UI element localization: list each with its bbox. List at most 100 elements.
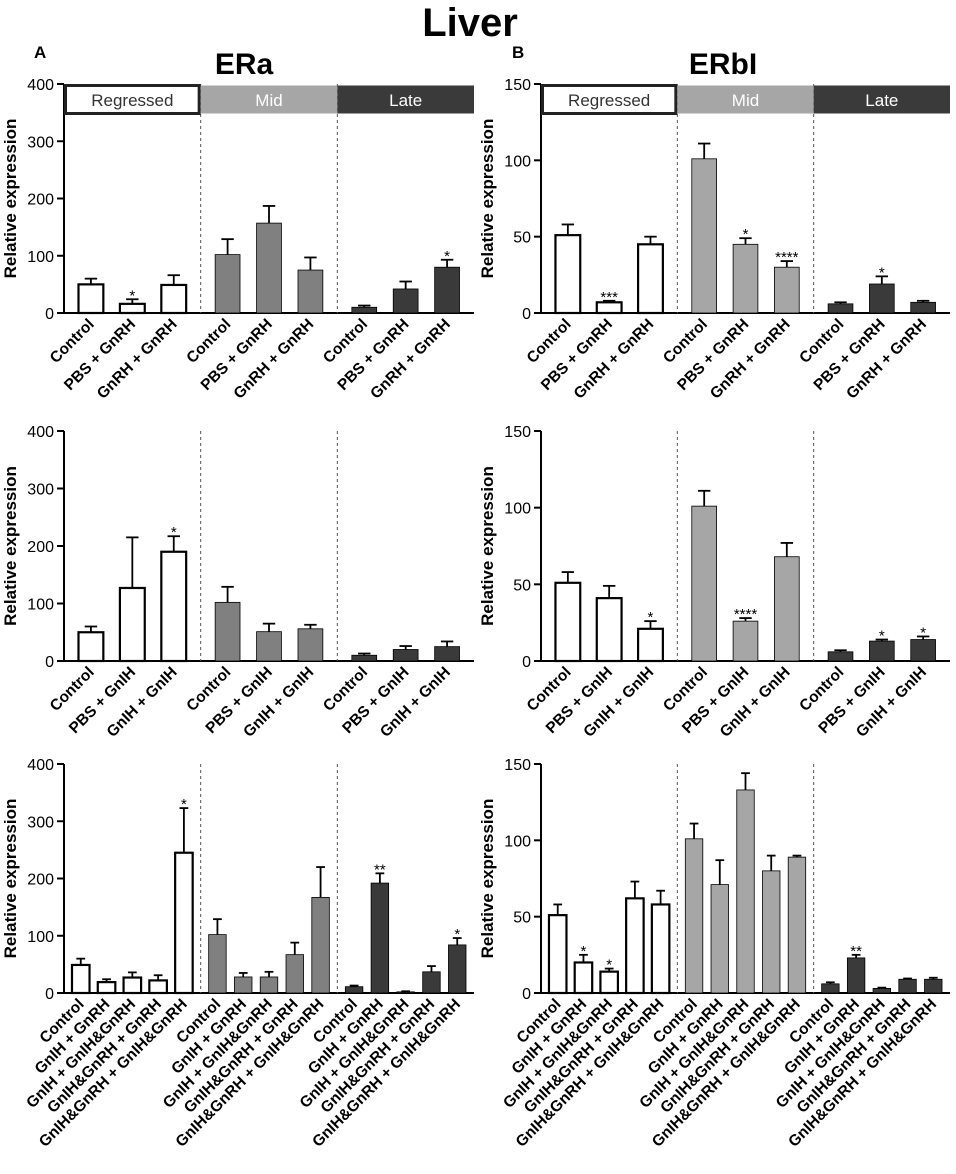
y-tick-label: 100 (27, 929, 54, 946)
bar (77, 283, 105, 315)
bar (118, 302, 146, 315)
bar (160, 550, 188, 663)
y-axis-title: Relative expression (1, 799, 20, 959)
bar (77, 631, 105, 663)
chart-grid: 0 100 200 300 400 Relative expression Regresse… (1, 77, 950, 1151)
chart-erbi-gnrh: 0 50 100 150 Relative expression Regressed Mid… (478, 77, 950, 402)
stage-header-label: Late (865, 91, 898, 110)
bar (846, 957, 866, 994)
bar (547, 914, 568, 995)
bar (256, 631, 282, 662)
bar (285, 954, 304, 994)
chart-era-gnrh: 0 100 200 300 400 Relative expression Regresse… (1, 77, 474, 402)
bar (96, 981, 117, 995)
significance-label: * (743, 226, 749, 243)
bar (208, 934, 227, 994)
bar (370, 882, 390, 994)
bar (122, 976, 143, 995)
y-tick-label: 50 (513, 577, 531, 594)
bar (554, 234, 582, 315)
bar (898, 978, 917, 994)
y-tick-label: 50 (513, 230, 531, 247)
bar (174, 851, 194, 995)
y-tick-label: 400 (27, 757, 54, 774)
bar (256, 222, 282, 314)
stage-header-label: Regressed (91, 91, 173, 110)
significance-label: ** (850, 943, 862, 960)
bar (924, 978, 943, 994)
bar (599, 970, 620, 995)
bar (732, 243, 759, 314)
bar (650, 903, 671, 995)
y-axis-title: Relative expression (1, 119, 20, 279)
bar (691, 505, 717, 662)
stage-header-mid (200, 85, 338, 114)
bar (774, 266, 800, 314)
bar (732, 620, 759, 662)
y-tick-label: 150 (504, 757, 531, 774)
bar (234, 976, 253, 994)
y-tick-label: 0 (45, 986, 54, 1003)
stage-header-label: Regressed (568, 91, 650, 110)
y-axis-title: Relative expression (478, 799, 497, 959)
bar (872, 988, 891, 994)
y-tick-label: 400 (27, 77, 54, 94)
bar (148, 979, 168, 995)
bar (710, 884, 729, 994)
y-tick-label: 300 (27, 814, 54, 831)
bar (392, 649, 419, 662)
y-axis-title: Relative expression (478, 466, 497, 626)
bar (70, 963, 91, 995)
bar (910, 639, 936, 662)
bar (827, 303, 854, 314)
bar (392, 288, 419, 314)
significance-label: ** (374, 861, 386, 878)
y-tick-label: 0 (45, 654, 54, 671)
y-axis-title: Relative expression (478, 119, 497, 279)
significance-label: * (129, 287, 135, 304)
y-tick-label: 100 (504, 833, 531, 850)
y-tick-label: 0 (45, 306, 54, 323)
y-tick-label: 0 (522, 306, 531, 323)
significance-label: * (920, 624, 926, 641)
y-tick-label: 100 (27, 249, 54, 266)
panel-a-letter: A (34, 43, 46, 62)
y-tick-label: 200 (27, 192, 54, 209)
y-tick-label: 0 (522, 654, 531, 671)
bar (595, 597, 623, 663)
bar (774, 556, 800, 662)
bar (297, 269, 324, 314)
stage-header-label: Mid (255, 91, 282, 110)
significance-label: * (444, 248, 450, 265)
figure-title: Liver (422, 1, 518, 45)
significance-label: * (879, 264, 885, 281)
bar (636, 627, 664, 663)
bar (684, 838, 704, 994)
stage-header-late (337, 85, 474, 114)
bar (297, 628, 324, 662)
y-tick-label: 200 (27, 539, 54, 556)
stage-header-late (813, 85, 950, 114)
bar (214, 601, 241, 662)
bar (422, 971, 441, 994)
y-tick-label: 100 (504, 501, 531, 518)
bar (827, 651, 854, 662)
significance-label: * (879, 628, 885, 645)
stage-header-label: Mid (732, 91, 759, 110)
bar (311, 896, 330, 994)
significance-label: * (606, 957, 612, 974)
bar (118, 586, 146, 663)
y-tick-label: 100 (504, 153, 531, 170)
bar (434, 646, 460, 662)
y-tick-label: 150 (504, 424, 531, 441)
y-tick-label: 0 (522, 986, 531, 1003)
panel-b-title: ERbI (689, 48, 757, 81)
bar (625, 897, 645, 995)
bar (434, 266, 460, 314)
bar (910, 301, 936, 314)
stage-header-regressed (64, 84, 201, 115)
bar (214, 254, 241, 314)
